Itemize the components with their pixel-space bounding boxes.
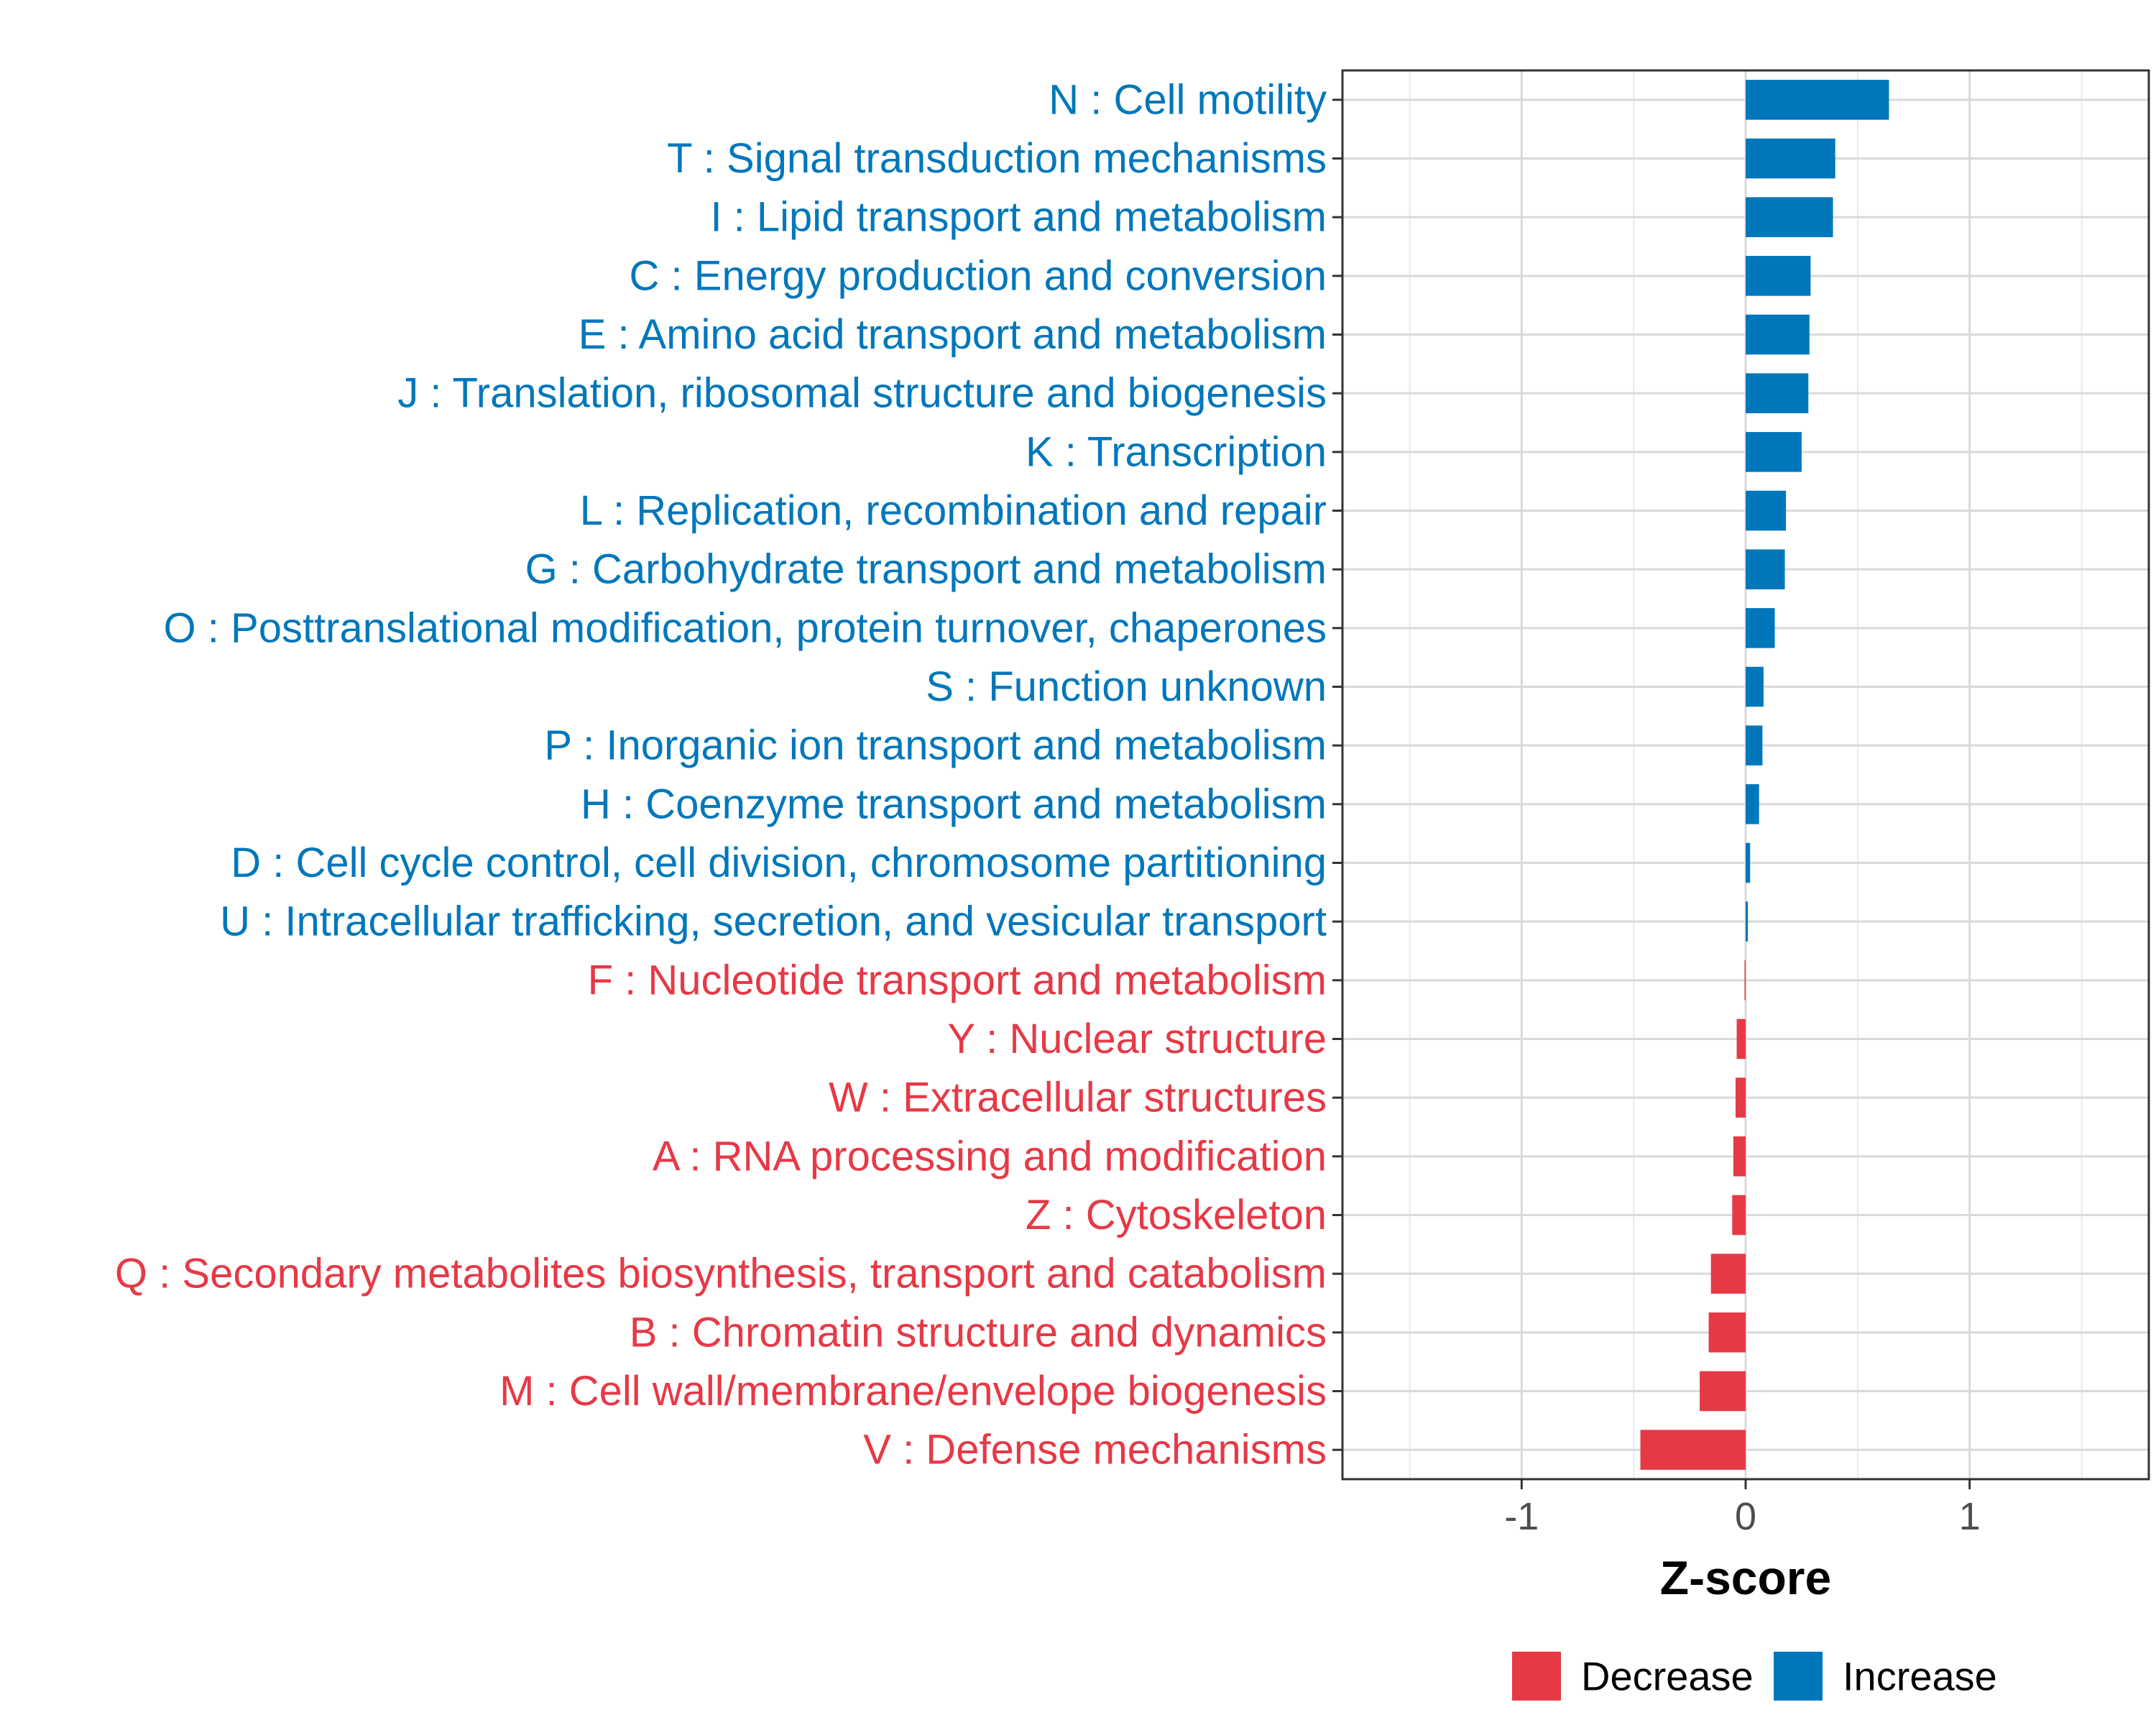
- category-label: K : Transcription: [1026, 428, 1327, 475]
- bar: [1746, 784, 1759, 824]
- category-label: C : Energy production and conversion: [630, 252, 1327, 299]
- category-label: W : Extracellular structures: [829, 1075, 1327, 1121]
- bar: [1732, 1195, 1746, 1236]
- x-tick-label: -1: [1504, 1495, 1539, 1538]
- bar: [1640, 1430, 1746, 1470]
- legend-label: Increase: [1843, 1654, 1997, 1699]
- bar: [1744, 960, 1746, 1000]
- category-label: B : Chromatin structure and dynamics: [630, 1309, 1327, 1356]
- category-label: I : Lipid transport and metabolism: [710, 194, 1327, 241]
- category-label: N : Cell motility: [1049, 76, 1327, 123]
- category-label: A : RNA processing and modification: [653, 1133, 1327, 1179]
- x-tick-label: 0: [1735, 1495, 1756, 1538]
- bar: [1746, 842, 1751, 883]
- category-label: S : Function unknown: [926, 663, 1327, 710]
- x-tick-label: 1: [1959, 1495, 1981, 1538]
- category-label: Q : Secondary metabolites biosynthesis, …: [115, 1251, 1327, 1297]
- bar: [1746, 80, 1889, 120]
- x-axis-title: Z-score: [1660, 1551, 1831, 1604]
- bar: [1746, 373, 1809, 413]
- bar: [1746, 490, 1787, 531]
- bar: [1735, 1077, 1746, 1118]
- legend-swatch: [1512, 1652, 1561, 1701]
- category-label: U : Intracellular trafficking, secretion…: [220, 898, 1327, 945]
- legend-label: Decrease: [1581, 1654, 1754, 1699]
- category-label: G : Carbohydrate transport and metabolis…: [525, 546, 1327, 593]
- bar: [1733, 1136, 1746, 1177]
- legend: Decrease Increase: [1512, 1652, 1997, 1701]
- category-label: V : Defense mechanisms: [863, 1427, 1327, 1473]
- category-label: P : Inorganic ion transport and metaboli…: [544, 722, 1327, 769]
- category-label: L : Replication, recombination and repai…: [580, 487, 1327, 534]
- category-label: D : Cell cycle control, cell division, c…: [231, 840, 1327, 886]
- bar: [1746, 608, 1775, 648]
- bar: [1746, 432, 1802, 472]
- category-label: Z : Cytoskeleton: [1026, 1192, 1327, 1238]
- bar: [1736, 1018, 1746, 1059]
- bar: [1746, 901, 1749, 942]
- category-label: H : Coenzyme transport and metabolism: [581, 781, 1327, 827]
- bar: [1746, 725, 1763, 765]
- x-axis: -1 0 1: [1504, 1479, 1981, 1538]
- category-label: F : Nucleotide transport and metabolism: [588, 957, 1327, 1003]
- bar-layer: [1640, 80, 1889, 1470]
- bar: [1746, 138, 1835, 179]
- bar: [1700, 1371, 1746, 1412]
- bar: [1746, 549, 1785, 589]
- category-label: O : Posttranslational modification, prot…: [164, 604, 1327, 651]
- bar: [1746, 314, 1810, 355]
- bar: [1746, 256, 1811, 296]
- category-label: Y : Nuclear structure: [947, 1016, 1327, 1062]
- legend-swatch: [1774, 1652, 1823, 1701]
- bar: [1710, 1254, 1746, 1294]
- bar: [1708, 1312, 1746, 1353]
- category-label: E : Amino acid transport and metabolism: [579, 311, 1327, 358]
- y-axis: N : Cell motility T : Signal transduction…: [115, 76, 1342, 1473]
- category-label: T : Signal transduction mechanisms: [667, 135, 1327, 182]
- bar: [1746, 197, 1833, 237]
- bar: [1746, 666, 1764, 707]
- category-label: M : Cell wall/membrane/envelope biogenes…: [499, 1368, 1327, 1414]
- category-label: J : Translation, ribosomal structure and…: [397, 370, 1327, 417]
